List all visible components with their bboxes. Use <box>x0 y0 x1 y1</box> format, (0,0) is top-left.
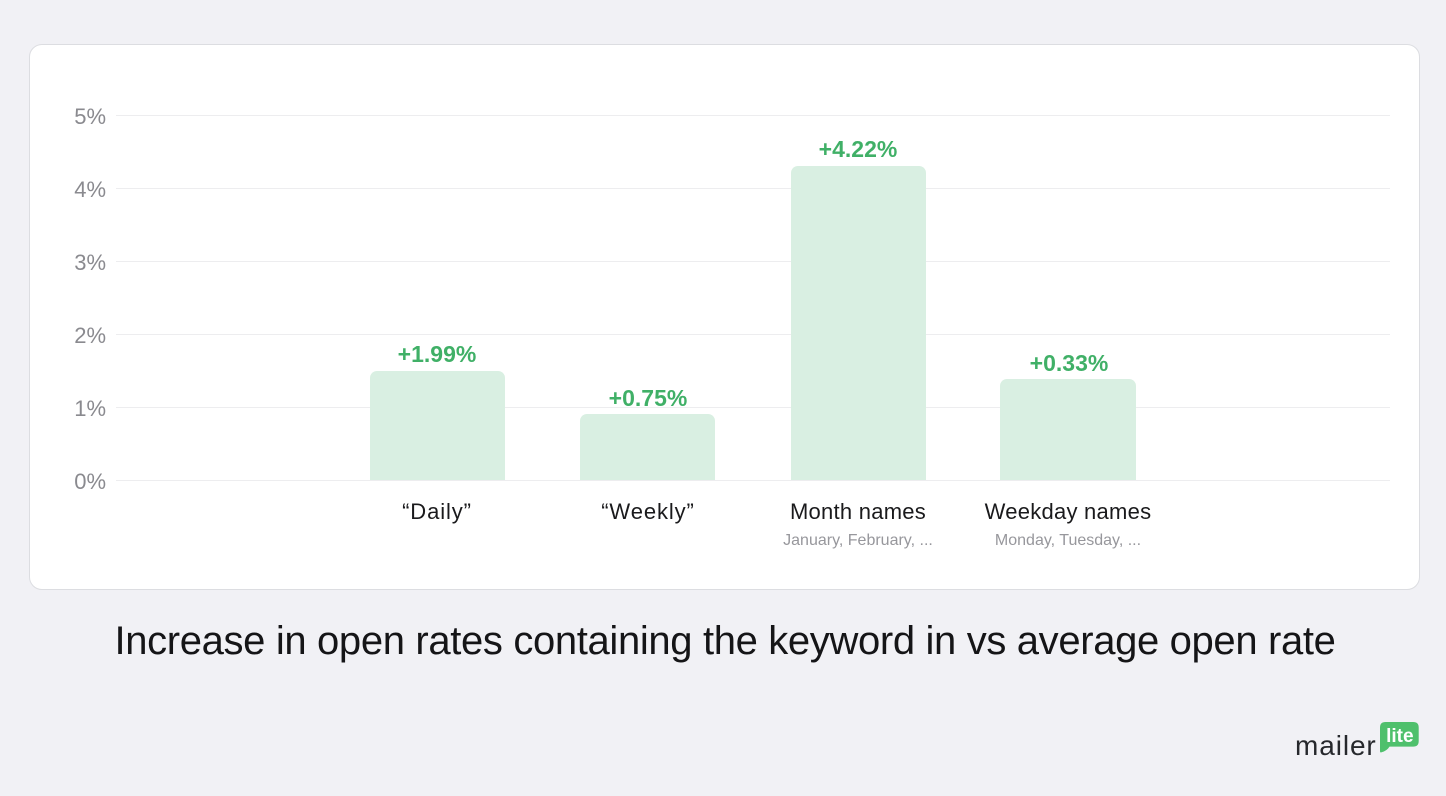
svg-text:lite: lite <box>1386 726 1413 747</box>
